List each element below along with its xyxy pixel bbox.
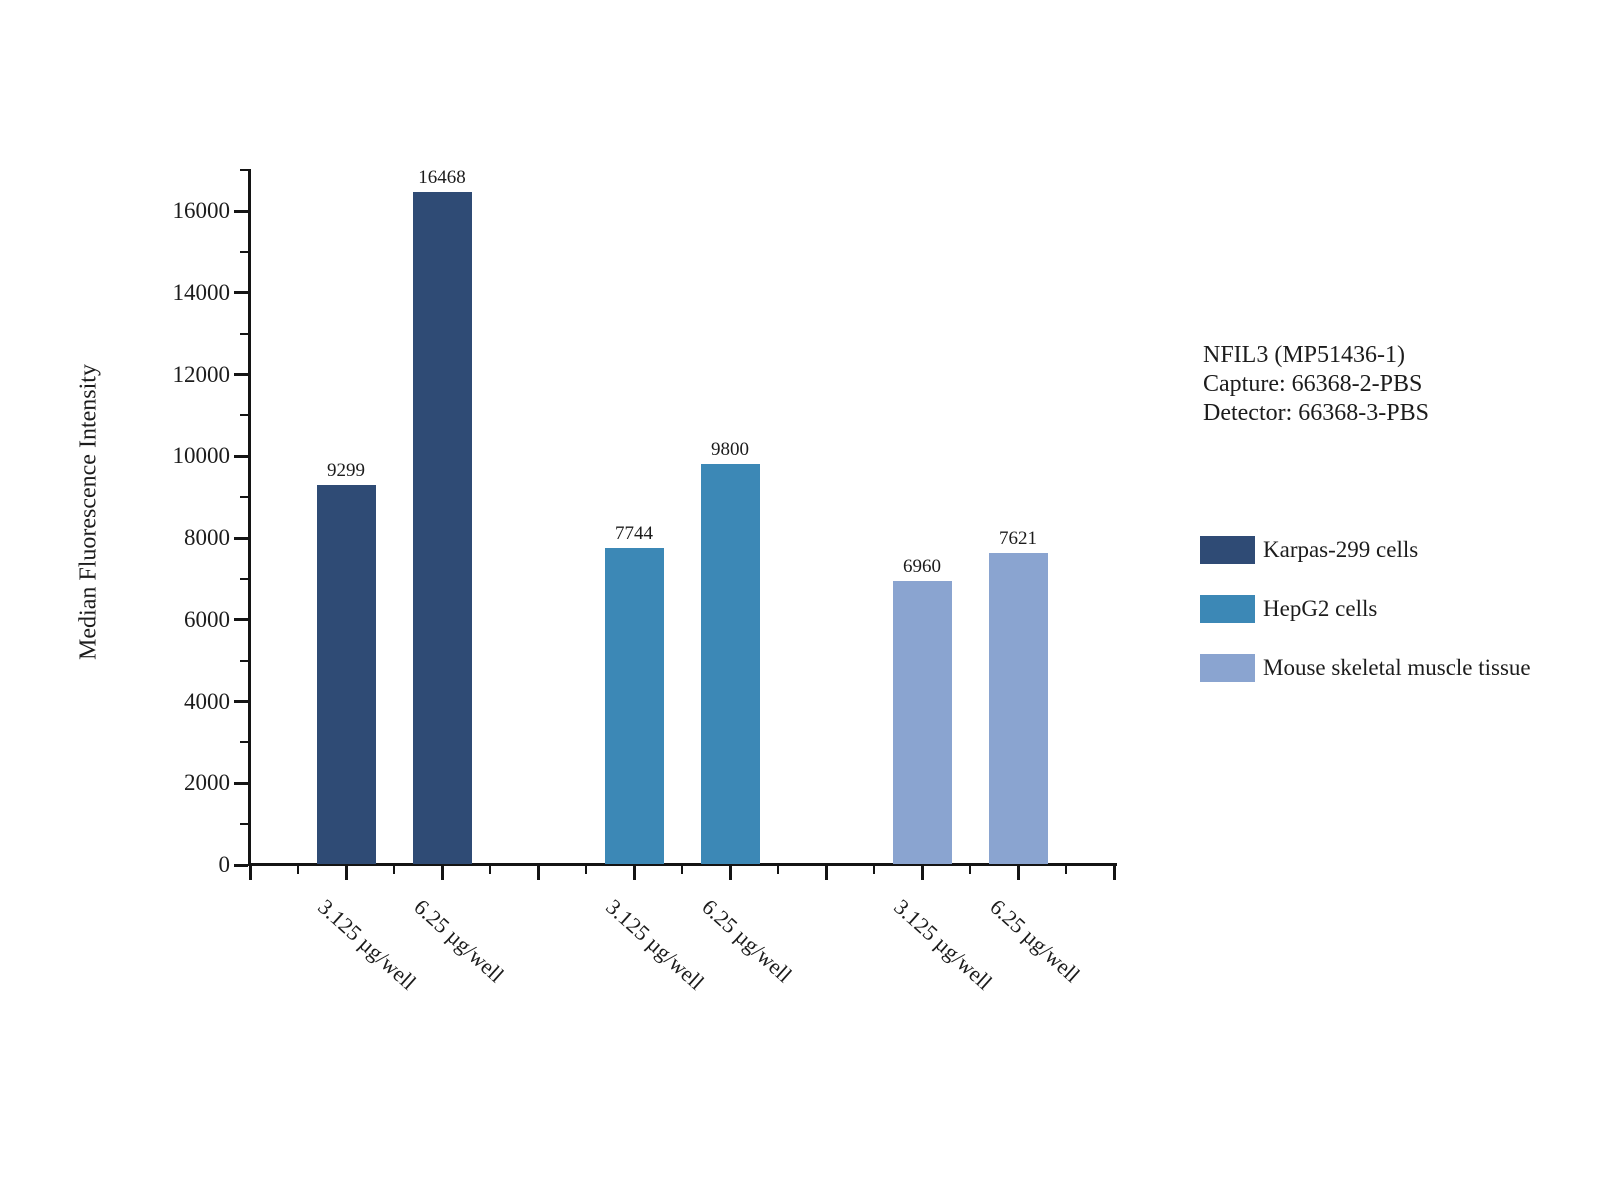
y-axis-minor-tick [240, 169, 248, 172]
bar [316, 484, 376, 864]
y-axis-tick-label: 6000 [184, 606, 230, 632]
x-axis-major-tick [632, 866, 636, 880]
x-category-label: 6.25 µg/well [985, 894, 1085, 988]
x-axis-minor-tick [777, 866, 779, 874]
y-axis-minor-tick [240, 659, 248, 662]
x-axis-minor-tick [489, 866, 491, 874]
legend-label-karpas-299: Karpas-299 cells [1263, 537, 1419, 562]
legend-swatch-karpas-299 [1200, 536, 1255, 564]
y-axis-major-tick [234, 700, 248, 703]
x-category-label: 6.25 µg/well [409, 894, 509, 988]
bar [700, 464, 760, 864]
legend: Karpas-299 cells HepG2 cells Mouse skele… [1200, 536, 1531, 713]
legend-swatch-mouse-skeletal-muscle [1200, 654, 1255, 682]
y-axis-major-tick [234, 863, 248, 867]
bar-value-label: 7744 [615, 523, 653, 545]
y-axis-title: Median Fluorescence Intensity [75, 364, 102, 660]
bar-value-label: 16468 [418, 166, 466, 188]
x-category-label: 6.25 µg/well [697, 894, 797, 988]
y-axis-major-tick [234, 618, 248, 622]
y-axis-minor-tick [240, 823, 248, 826]
bar [412, 191, 472, 864]
x-axis-major-tick [1016, 866, 1020, 880]
x-axis-major-tick [728, 866, 732, 880]
y-axis-major-tick [234, 291, 248, 295]
y-axis-minor-tick [240, 332, 248, 335]
y-axis-tick-label: 16000 [172, 198, 231, 223]
bar [604, 548, 664, 864]
x-axis-minor-tick [681, 866, 683, 874]
x-axis-major-tick [248, 866, 252, 880]
x-axis-minor-tick [1065, 866, 1067, 874]
annotation-line-capture: Capture: 66368-2-PBS [1203, 371, 1423, 397]
x-axis-minor-tick [297, 866, 299, 874]
x-category-label: 3.125 µg/well [889, 894, 998, 995]
bar-value-label: 9299 [327, 459, 365, 481]
x-axis-major-tick [440, 866, 444, 880]
x-axis-major-tick [536, 866, 540, 880]
y-axis-major-tick [234, 781, 248, 785]
y-axis-tick-label: 10000 [172, 443, 231, 469]
y-axis-major-tick [234, 209, 248, 213]
y-axis-major-tick [234, 536, 248, 540]
y-axis-tick-label: 8000 [184, 525, 230, 550]
annotation-line-protein: NFIL3 (MP51436-1) [1203, 342, 1405, 368]
y-axis-tick-label: 14000 [172, 279, 231, 305]
legend-item-karpas-299: Karpas-299 cells [1200, 536, 1531, 564]
bar [988, 553, 1048, 864]
bar-value-label: 7621 [999, 528, 1037, 550]
annotation-line-detector: Detector: 66368-3-PBS [1203, 400, 1429, 426]
y-axis-minor-tick [240, 741, 248, 744]
x-axis-minor-tick [393, 866, 395, 874]
annotation-block: NFIL3 (MP51436-1) Capture: 66368-2-PBS D… [1203, 341, 1429, 428]
x-category-label: 3.125 µg/well [313, 894, 422, 995]
legend-swatch-hepg2 [1200, 595, 1255, 623]
y-axis-tick-label: 12000 [172, 361, 231, 387]
y-axis-minor-tick [240, 414, 248, 417]
legend-label-mouse-skeletal-muscle: Mouse skeletal muscle tissue [1263, 655, 1531, 680]
bar-value-label: 9800 [711, 439, 749, 461]
legend-label-hepg2: HepG2 cells [1263, 596, 1378, 621]
y-axis-major-tick [234, 373, 248, 376]
y-axis-tick-label: 0 [218, 852, 231, 877]
x-axis-minor-tick [585, 866, 587, 874]
x-axis-major-tick [344, 866, 348, 880]
bar-value-label: 6960 [903, 555, 941, 577]
y-axis-tick-label: 4000 [184, 688, 230, 714]
x-axis-major-tick [1112, 866, 1116, 880]
legend-item-hepg2: HepG2 cells [1200, 595, 1531, 623]
x-axis-minor-tick [873, 866, 875, 874]
y-axis-minor-tick [240, 496, 248, 499]
bar [892, 580, 952, 864]
y-axis-minor-tick [240, 250, 248, 253]
x-axis-minor-tick [969, 866, 971, 874]
x-axis-major-tick [824, 866, 828, 880]
x-axis-major-tick [920, 866, 924, 880]
legend-item-mouse-skeletal-muscle: Mouse skeletal muscle tissue [1200, 654, 1531, 682]
y-axis-major-tick [234, 454, 248, 458]
y-axis-minor-tick [240, 577, 248, 580]
x-category-label: 3.125 µg/well [601, 894, 710, 995]
y-axis-spine [248, 169, 251, 866]
y-axis-tick-label: 2000 [184, 770, 230, 796]
x-axis-spine [248, 863, 1117, 866]
